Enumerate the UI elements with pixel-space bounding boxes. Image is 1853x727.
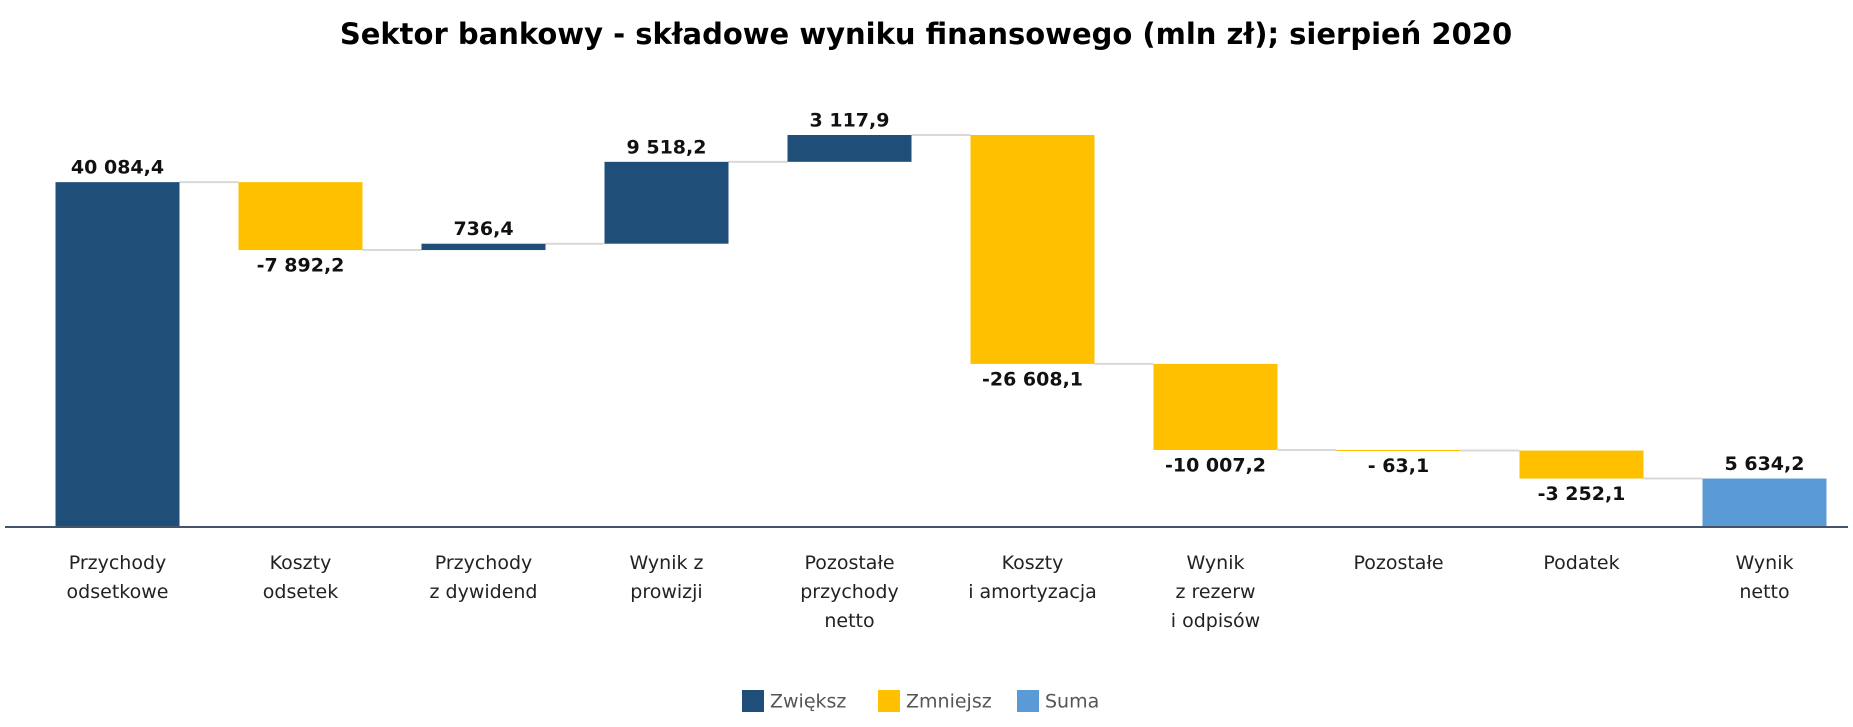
value-label: 3 117,9 (810, 110, 890, 132)
bar (787, 135, 912, 162)
legend-label: Zmniejsz (906, 691, 992, 713)
value-label: 9 518,2 (627, 136, 707, 158)
value-label: - 63,1 (1368, 455, 1429, 477)
bar (238, 182, 363, 251)
value-label: 40 084,4 (71, 157, 164, 179)
bar (421, 243, 546, 251)
bar (1519, 450, 1644, 479)
chart-title: Sektor bankowy - składowe wyniku finanso… (340, 17, 1512, 51)
legend-swatch (878, 690, 900, 712)
bar (970, 135, 1095, 364)
x-tick-label: Przychody odsetkowe (66, 552, 169, 603)
value-label: -26 608,1 (982, 368, 1083, 390)
value-label: -7 892,2 (257, 255, 345, 277)
value-label: -10 007,2 (1165, 455, 1266, 477)
x-tick-label: Koszty i amortyzacja (968, 552, 1097, 603)
legend-label: Zwiększ (770, 691, 846, 713)
value-label: 5 634,2 (1725, 453, 1805, 475)
bar (604, 161, 729, 244)
legend-label: Suma (1045, 691, 1099, 713)
x-tick-label: Wynik z rezerw i odpisów (1170, 552, 1261, 632)
bar (55, 182, 180, 528)
bar (1153, 363, 1278, 451)
x-tick-label: Pozostałe (1353, 552, 1444, 574)
x-tick-label: Wynik z prowizji (629, 552, 704, 603)
bar (1336, 450, 1461, 452)
x-tick-label: Podatek (1543, 552, 1620, 574)
x-tick-label: Pozostałe przychody netto (800, 552, 899, 632)
x-tick-label: Przychody z dywidend (429, 552, 538, 603)
bar (1702, 478, 1827, 527)
legend-swatch (1017, 690, 1039, 712)
value-label: -3 252,1 (1538, 483, 1626, 505)
x-tick-label: Wynik netto (1735, 552, 1794, 603)
x-tick-label: Koszty odsetek (262, 552, 339, 603)
value-label: 736,4 (453, 218, 513, 240)
legend-swatch (742, 690, 764, 712)
